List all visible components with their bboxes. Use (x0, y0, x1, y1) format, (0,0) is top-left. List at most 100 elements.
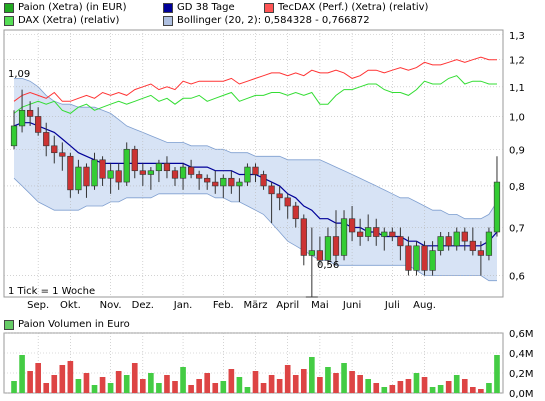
candle-body (155, 163, 163, 172)
volume-bar (405, 379, 412, 393)
candle-body (163, 163, 171, 172)
candle-body (107, 170, 114, 179)
candle-body (51, 145, 58, 154)
candle-body (292, 205, 299, 220)
legend-swatch-bollinger (163, 15, 173, 26)
y-tick-label: 0,8 (509, 182, 525, 193)
volume-bar (357, 375, 363, 393)
candle-body (27, 109, 34, 117)
volume-bar (486, 383, 492, 393)
volume-bar (268, 375, 275, 393)
volume-bar (284, 365, 291, 393)
candle-body (413, 245, 420, 271)
candle-body (204, 177, 211, 183)
volume-bar (180, 367, 186, 393)
volume-bar (228, 369, 235, 393)
volume-bar (397, 381, 404, 393)
legend-paion: Paion (Xetra) (in EUR) (4, 1, 127, 14)
legend-volume: Paion Volumen in Euro (4, 318, 130, 331)
volume-bar (252, 371, 259, 393)
legend-swatch-volume (4, 319, 14, 330)
candle-body (244, 166, 251, 183)
tecdax-line (13, 56, 497, 102)
x-tick-label: März (243, 300, 267, 311)
candle-body (300, 218, 307, 256)
legend-swatch-tecdax (264, 2, 274, 13)
volume-bar (373, 383, 380, 393)
x-tick-label: Feb. (213, 300, 234, 311)
volume-bar (75, 379, 82, 393)
legend-swatch-gd (163, 2, 173, 13)
volume-y-tick-label: 0,6M (509, 329, 534, 340)
candle-body (187, 166, 195, 175)
y-tick-label: 0,6 (509, 272, 525, 283)
volume-bar (309, 357, 315, 393)
candle-body (284, 197, 291, 207)
volume-bar (429, 387, 436, 393)
volume-bar (91, 385, 98, 393)
candle-body (179, 166, 187, 179)
candle-body (381, 231, 388, 237)
volume-bar (19, 355, 25, 393)
candle-body (147, 170, 154, 175)
candle-body (469, 240, 476, 251)
volume-bar (139, 379, 146, 393)
candle-body (421, 245, 428, 271)
legend-volume-label: Paion Volumen in Euro (18, 319, 130, 330)
candle-body (236, 181, 243, 187)
candle-body (397, 236, 404, 247)
volume-bar (188, 385, 194, 393)
volume-bar (220, 381, 227, 393)
volume-bar (470, 387, 476, 393)
candle-body (340, 218, 348, 256)
x-tick-label: Juni (342, 300, 361, 311)
candle-body (212, 181, 219, 187)
volume-bar (381, 387, 388, 393)
volume-bar (389, 385, 396, 393)
volume-bar (453, 375, 460, 393)
legend-bollinger-label: Bollinger (20, 2): 0,584328 - 0,766872 (177, 15, 370, 26)
volume-bar (11, 381, 17, 393)
candle-body (332, 236, 340, 256)
candle-body (405, 245, 412, 271)
volume-bar (478, 389, 484, 393)
candle-body (268, 185, 275, 195)
candle-body (357, 231, 364, 237)
volume-bar (123, 375, 130, 393)
candle-body (35, 116, 42, 133)
volume-bar (131, 363, 138, 393)
y-tick-label: 1,2 (509, 56, 525, 67)
low-annotation: 0,56 (317, 260, 339, 271)
y-tick-label: 0,7 (509, 224, 525, 235)
volume-bar (115, 371, 122, 393)
volume-bar (437, 385, 444, 393)
volume-bar (67, 361, 74, 393)
legend-gd-label: GD 38 Tage (177, 2, 235, 13)
volume-bar (156, 383, 162, 393)
candle-body (437, 236, 444, 251)
candle-body (453, 231, 460, 247)
legend-tecdax: TecDAX (Perf.) (Xetra) (relativ) (264, 1, 428, 14)
candle-body (83, 166, 90, 187)
candle-body (59, 152, 66, 157)
candle-body (260, 174, 267, 187)
volume-bar (51, 375, 58, 393)
candle-body (115, 170, 122, 183)
volume-bar (212, 383, 219, 393)
x-tick-label: Mai (311, 300, 329, 311)
legend-bollinger: Bollinger (20, 2): 0,584328 - 0,766872 (163, 14, 370, 27)
legend-dax-label: DAX (Xetra) (relativ) (18, 15, 120, 26)
volume-y-tick-label: 0,4M (509, 349, 534, 360)
volume-bar (164, 375, 170, 393)
volume-bar (204, 373, 211, 393)
y-tick-label: 1,0 (509, 112, 525, 123)
candle-body (131, 148, 138, 172)
candle-body (461, 231, 468, 242)
volume-bar (27, 371, 33, 393)
legend-paion-label: Paion (Xetra) (in EUR) (18, 2, 127, 13)
candle-body (316, 250, 324, 261)
price-frame (3, 29, 504, 298)
candle-body (373, 227, 380, 237)
